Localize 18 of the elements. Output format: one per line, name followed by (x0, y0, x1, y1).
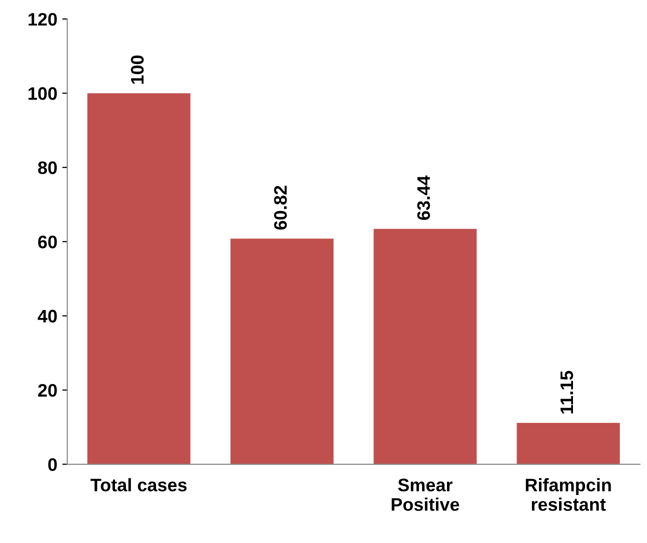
y-tick-label: 60 (38, 236, 57, 248)
y-tick-label: 80 (38, 161, 57, 174)
bar (516, 422, 620, 464)
x-tick-label: Rifampcin resistant (526, 478, 611, 511)
y-tick-label: 40 (38, 310, 57, 323)
data-label: 11.15 (560, 370, 574, 414)
bar (374, 228, 477, 464)
y-tick-label: 120 (28, 12, 57, 26)
data-label: 63.44 (417, 175, 430, 220)
y-tick-label: 100 (28, 87, 57, 100)
x-tick-label: Total cases (90, 478, 187, 492)
data-label: 100 (130, 55, 144, 84)
data-label: 60.82 (274, 186, 287, 230)
y-tick-label: 0 (48, 458, 57, 471)
bar (230, 238, 334, 464)
x-tick-label: Smear Positive (392, 478, 460, 511)
y-tick-label: 20 (38, 384, 57, 397)
bar (87, 93, 190, 464)
